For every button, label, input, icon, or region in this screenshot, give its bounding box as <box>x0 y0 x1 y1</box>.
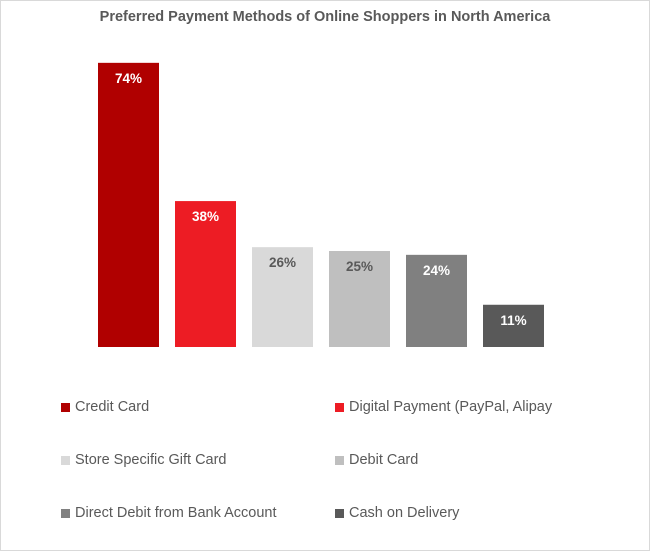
bar-cash-on-delivery <box>483 304 544 347</box>
bar-store-gift-card <box>252 247 313 347</box>
data-label-debit-card: 25% <box>346 259 373 274</box>
chart-title: Preferred Payment Methods of Online Shop… <box>99 9 551 25</box>
data-label-digital-payment: 38% <box>192 209 219 224</box>
data-label-cash-on-delivery: 11% <box>500 313 526 328</box>
bar-direct-debit <box>406 254 467 347</box>
bars-group <box>98 62 544 348</box>
data-label-direct-debit: 24% <box>423 263 450 278</box>
data-label-credit-card: 74% <box>115 71 142 86</box>
bar-credit-card <box>98 62 159 348</box>
data-label-store-gift-card: 26% <box>269 255 296 270</box>
data-labels-group: 74% 38% 26% 25% 24% 11% <box>115 71 527 328</box>
bar-debit-card <box>329 251 390 347</box>
bar-digital-payment <box>175 201 236 347</box>
